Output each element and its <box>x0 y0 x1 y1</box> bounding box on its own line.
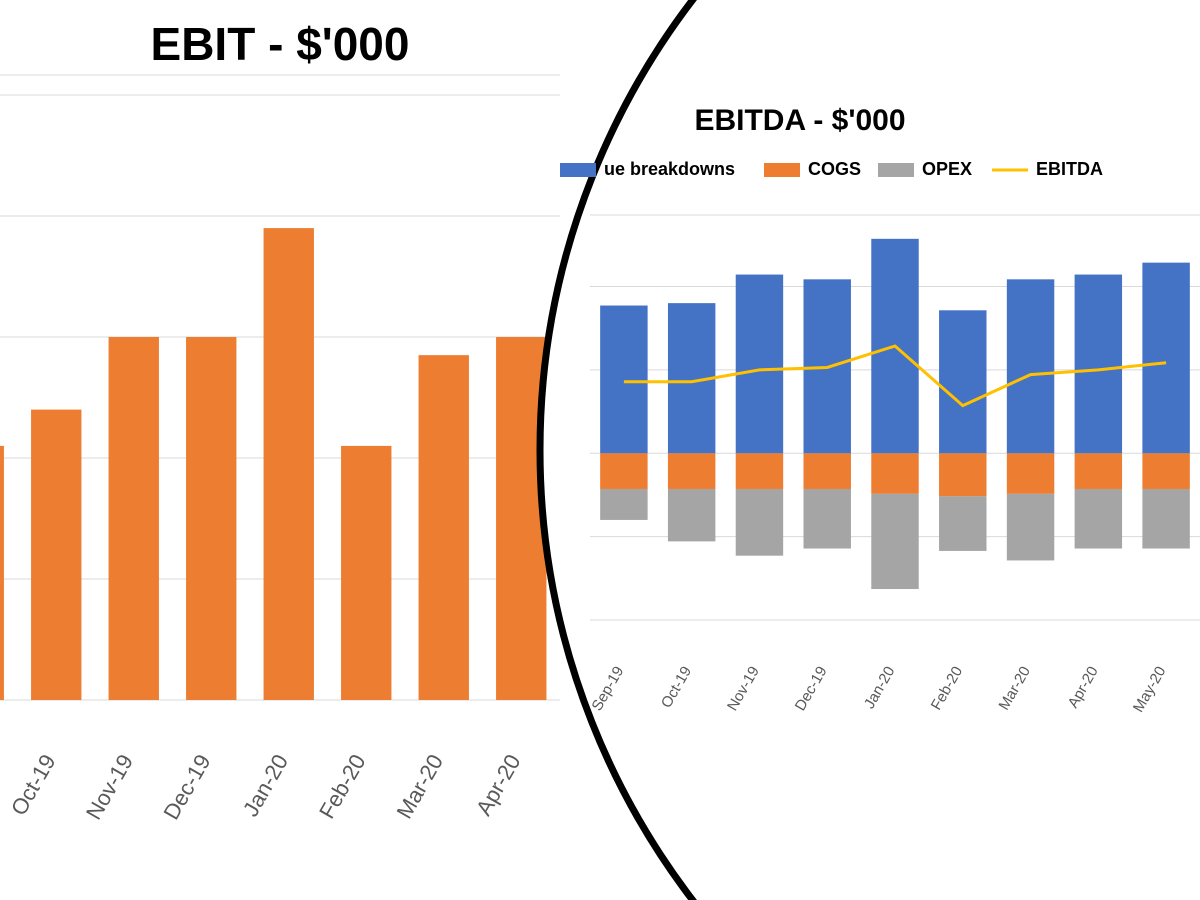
ebitda-bar-revenue <box>1007 279 1054 453</box>
ebitda-x-label: May-20 <box>1130 664 1170 716</box>
legend-label: OPEX <box>922 159 972 179</box>
ebitda-bar-cogs <box>1142 453 1189 489</box>
ebitda-bar-opex <box>939 496 986 551</box>
ebitda-x-label: Dec-19 <box>792 664 831 714</box>
ebitda-bar-opex <box>600 489 647 520</box>
ebitda-x-label: Nov-19 <box>724 664 763 714</box>
ebitda-bar-cogs <box>1007 453 1054 494</box>
ebitda-bar-cogs <box>668 453 715 489</box>
ebitda-bar-opex <box>804 489 851 549</box>
legend-swatch <box>764 163 800 177</box>
ebitda-bars-opex <box>600 489 1190 589</box>
ebitda-legend: ue breakdowns COGS OPEX EBITDA <box>560 159 1103 179</box>
ebitda-x-label: Sep-19 <box>588 664 627 714</box>
chart-canvas: 9Oct-19Nov-19Dec-19Jan-20Feb-20Mar-20Apr… <box>0 0 1200 900</box>
legend-label: COGS <box>808 159 861 179</box>
ebitda-bar-revenue <box>600 306 647 454</box>
ebitda-chart: EBITDA - $'000 ue breakdowns COGS OPEX EBIT… <box>0 0 1200 900</box>
legend-swatch <box>560 163 596 177</box>
ebitda-bar-opex <box>1007 494 1054 561</box>
ebitda-bar-opex <box>1142 489 1189 549</box>
ebitda-bar-cogs <box>1075 453 1122 489</box>
ebitda-bar-revenue <box>1075 275 1122 454</box>
ebitda-bar-opex <box>1075 489 1122 549</box>
ebitda-x-label: Oct-19 <box>658 664 695 711</box>
ebitda-x-label: Jan-20 <box>861 664 899 712</box>
ebitda-x-axis-labels: Sep-19 Oct-19 Nov-19 Dec-19 Jan-20 Feb-20 Mar-… <box>588 664 1169 716</box>
ebitda-bar-revenue <box>1142 263 1189 454</box>
legend-label: ue breakdowns <box>604 159 735 179</box>
ebitda-plot-area: Sep-19 Oct-19 Nov-19 Dec-19 Jan-20 Feb-20 Mar-… <box>588 215 1200 715</box>
ebitda-x-label: Mar-20 <box>996 664 1034 714</box>
ebitda-bar-revenue <box>939 310 986 453</box>
ebitda-x-label: Feb-20 <box>928 664 966 714</box>
legend-label: EBITDA <box>1036 159 1103 179</box>
ebitda-bar-opex <box>668 489 715 541</box>
ebitda-bar-cogs <box>939 453 986 496</box>
legend-swatch <box>878 163 914 177</box>
ebitda-title: EBITDA - $'000 <box>694 104 905 137</box>
ebitda-bar-cogs <box>871 453 918 494</box>
ebitda-bar-cogs <box>600 453 647 489</box>
ebitda-x-label: Apr-20 <box>1065 664 1102 711</box>
ebitda-bar-opex <box>871 494 918 589</box>
ebitda-bar-cogs <box>804 453 851 489</box>
ebitda-bar-cogs <box>736 453 783 489</box>
ebitda-bar-opex <box>736 489 783 556</box>
ebitda-bar-revenue <box>736 275 783 454</box>
